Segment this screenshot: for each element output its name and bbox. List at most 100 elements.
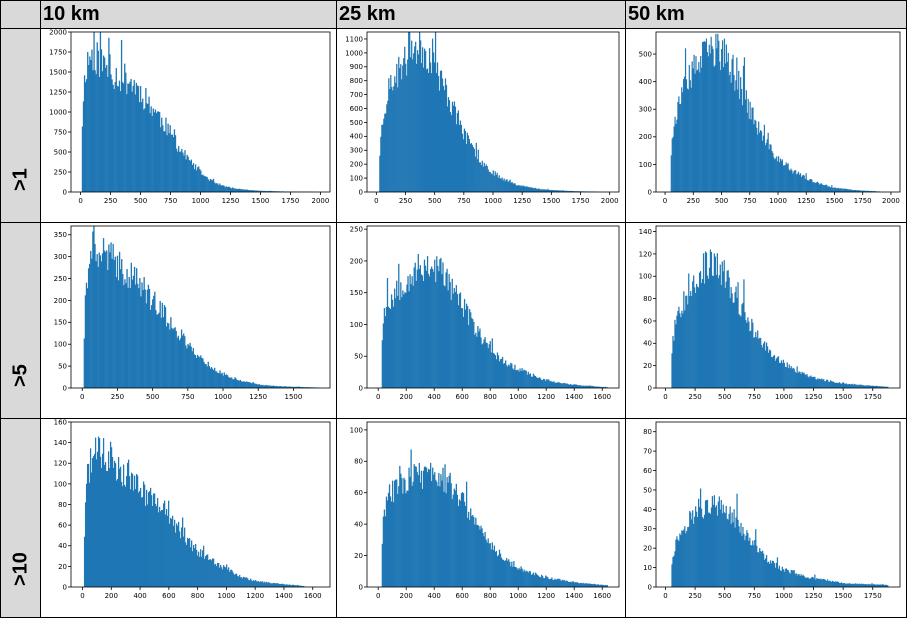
- histogram-bar: [131, 91, 133, 192]
- histogram-bar: [390, 75, 392, 192]
- histogram-bar: [749, 101, 751, 192]
- histogram-bar: [129, 489, 132, 587]
- histogram-bar: [407, 276, 409, 388]
- histogram-bar: [797, 171, 800, 192]
- histogram-bar: [437, 75, 440, 192]
- histogram-bar: [867, 584, 869, 587]
- x-tick-label: 1750: [864, 592, 882, 600]
- histogram-bar: [855, 190, 858, 192]
- histogram-bar: [285, 386, 287, 388]
- histogram-bar: [571, 581, 574, 587]
- y-tick: 40: [354, 521, 367, 529]
- histogram-bar: [866, 190, 868, 192]
- histogram-bar: [784, 165, 786, 192]
- histogram-bar: [766, 562, 769, 587]
- histogram-bar: [698, 498, 700, 587]
- histogram-bar: [191, 351, 193, 388]
- histogram-bar: [770, 144, 772, 192]
- histogram-bar: [821, 184, 823, 192]
- histogram-bar: [798, 574, 800, 587]
- histogram-bar: [799, 372, 801, 388]
- histogram-bar: [461, 308, 464, 388]
- histogram-bar: [481, 528, 483, 587]
- histogram-bar: [192, 551, 194, 587]
- histogram-bar: [231, 377, 233, 388]
- histogram-bar: [788, 169, 790, 192]
- histogram-bar: [825, 184, 827, 192]
- histogram-bar: [254, 580, 256, 587]
- histogram-bar: [489, 171, 491, 192]
- x-tick: 600: [456, 587, 469, 600]
- histogram-bar: [98, 438, 101, 587]
- histogram-bar: [771, 357, 774, 388]
- histogram-bar: [502, 180, 504, 192]
- histogram-bar: [520, 566, 522, 587]
- histogram-bar: [187, 156, 189, 192]
- y-tick-label: 70: [643, 448, 652, 456]
- histogram-bar: [181, 335, 184, 388]
- histogram-bar: [292, 386, 294, 388]
- histogram-bar: [748, 540, 750, 587]
- histogram-bar: [423, 466, 426, 587]
- histogram-bar: [302, 585, 304, 587]
- histogram-bar: [294, 386, 296, 388]
- histogram-bar: [746, 112, 748, 192]
- x-tick: 1250: [797, 192, 815, 205]
- histogram-bar: [867, 385, 869, 388]
- histogram-bar: [240, 381, 243, 388]
- histogram-bar: [459, 292, 462, 388]
- histogram-bar: [831, 185, 833, 192]
- y-tick: 150: [54, 319, 71, 327]
- histogram-bar: [191, 540, 193, 587]
- histogram-bar: [764, 559, 766, 587]
- histogram-bar: [433, 62, 436, 192]
- histogram-bar: [566, 190, 568, 192]
- histogram-bar: [291, 585, 293, 587]
- y-tick-label: 10: [643, 564, 652, 572]
- histogram-bar: [685, 533, 687, 587]
- histogram-bar: [721, 513, 723, 587]
- histogram-bar: [818, 578, 820, 587]
- histogram-bar: [99, 255, 102, 388]
- histogram-bar: [681, 310, 683, 388]
- histogram-bar: [430, 268, 432, 388]
- histogram-bar: [266, 385, 268, 388]
- histogram-bar: [873, 191, 876, 192]
- histogram-bar: [474, 524, 476, 587]
- x-tick: 1750: [864, 587, 882, 600]
- histogram-bar: [108, 37, 110, 192]
- x-tick: 250: [688, 587, 702, 600]
- histogram-bar: [715, 274, 717, 388]
- x-tick: 1750: [854, 192, 872, 205]
- histogram-bar: [302, 387, 305, 388]
- histogram-bar: [188, 345, 190, 388]
- x-tick-label: 1250: [805, 393, 823, 401]
- histogram-bar: [866, 584, 868, 587]
- histogram-bar: [136, 85, 139, 192]
- histogram-bar: [112, 467, 115, 587]
- histogram-bar: [846, 189, 848, 192]
- histogram-bar: [756, 545, 758, 587]
- x-tick-label: 1250: [222, 197, 240, 205]
- histogram-bar: [143, 109, 145, 192]
- histogram-bar: [699, 72, 701, 192]
- histogram-bar: [406, 75, 408, 192]
- histogram-bar: [482, 166, 484, 192]
- histogram-bar: [472, 147, 474, 192]
- histogram-bar: [576, 385, 579, 388]
- y-tick-label: 250: [54, 275, 67, 283]
- y-tick: 120: [639, 250, 656, 258]
- histogram-bar: [488, 344, 490, 388]
- histogram-bar: [731, 59, 733, 193]
- histogram-bar: [140, 497, 143, 587]
- histogram-bar: [386, 278, 389, 388]
- y-tick-label: 100: [350, 426, 363, 434]
- histogram-bar: [200, 549, 202, 587]
- y-tick: 1100: [345, 35, 367, 43]
- histogram-bar: [487, 348, 489, 388]
- histogram-bar: [510, 362, 512, 388]
- histogram-bar: [698, 61, 700, 193]
- histogram-bar: [856, 190, 859, 192]
- histogram-bars: [83, 226, 319, 388]
- histogram-bar: [116, 255, 119, 388]
